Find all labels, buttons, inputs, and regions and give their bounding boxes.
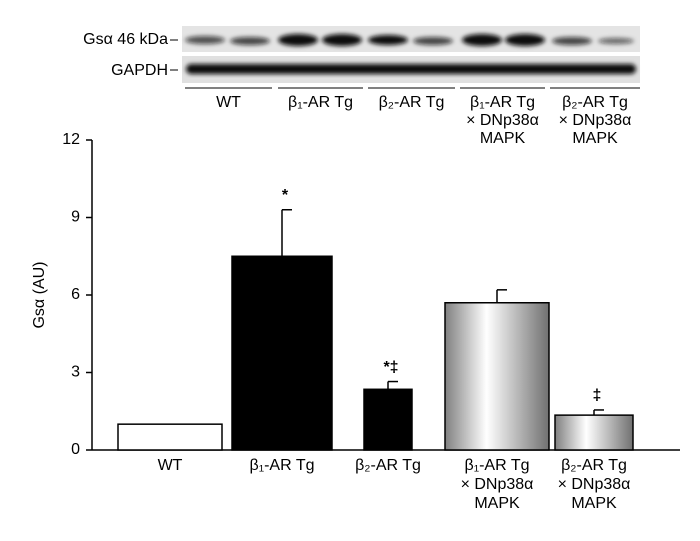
significance-mark: *‡ bbox=[383, 359, 398, 376]
lane-label: β₂-AR Tg bbox=[562, 94, 628, 111]
x-tick-label: β₂-AR Tg bbox=[355, 457, 421, 474]
lane-label: β₁-AR Tg bbox=[288, 94, 353, 111]
lane-label: × DNp38α bbox=[559, 112, 632, 129]
x-tick-label: WT bbox=[158, 457, 183, 474]
x-tick-label: MAPK bbox=[571, 495, 617, 512]
bar bbox=[117, 423, 223, 451]
x-tick-label: β₁-AR Tg bbox=[465, 457, 530, 474]
y-tick-label: 6 bbox=[71, 286, 80, 303]
y-tick-label: 0 bbox=[71, 441, 80, 458]
bar bbox=[444, 302, 550, 451]
blot-label: Gsα 46 kDa bbox=[83, 31, 168, 48]
significance-mark: ‡ bbox=[593, 387, 602, 404]
significance-mark: * bbox=[282, 187, 289, 204]
bar bbox=[231, 255, 333, 451]
x-tick-label: β₁-AR Tg bbox=[250, 457, 315, 474]
blot-label: GAPDH bbox=[111, 62, 168, 79]
lane-label: MAPK bbox=[480, 130, 526, 147]
lane-label: β₁-AR Tg bbox=[470, 94, 535, 111]
bar bbox=[363, 388, 413, 451]
lane-label: β₂-AR Tg bbox=[379, 94, 445, 111]
western-blot: Gsα 46 kDa GAPDH bbox=[83, 26, 640, 83]
lane-label: MAPK bbox=[572, 130, 618, 147]
x-tick-label: × DNp38α bbox=[558, 476, 631, 493]
y-tick-label: 3 bbox=[71, 364, 80, 381]
x-tick-label: β₂-AR Tg bbox=[561, 457, 627, 474]
lane-label: × DNp38α bbox=[466, 112, 539, 129]
y-tick-label: 9 bbox=[71, 209, 80, 226]
bar bbox=[554, 414, 634, 451]
y-axis-label: Gsα (AU) bbox=[31, 261, 48, 328]
lane-label: WT bbox=[216, 94, 241, 111]
x-tick-label: × DNp38α bbox=[461, 476, 534, 493]
x-tick-label: MAPK bbox=[474, 495, 520, 512]
y-tick-label: 12 bbox=[62, 131, 80, 148]
